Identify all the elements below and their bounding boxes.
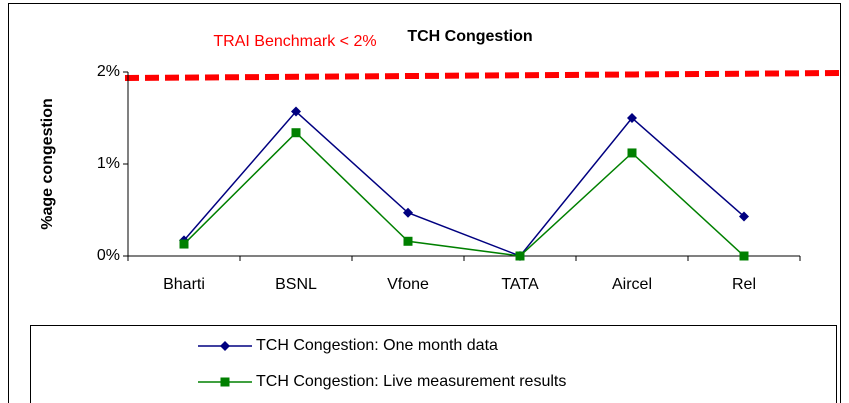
data-point [403,236,413,246]
x-tick-label: BSNL [275,276,317,293]
data-point [627,148,637,158]
legend-marker [220,377,230,387]
legend-marker [220,341,230,351]
data-point [291,106,301,117]
legend-box [30,325,837,403]
legend-label: TCH Congestion: Live measurement results [256,373,566,390]
data-point [291,128,301,138]
legend-label: TCH Congestion: One month data [256,337,498,354]
y-tick-label: 0% [97,247,120,264]
series-line [183,110,745,257]
data-point [515,251,525,261]
x-tick-label: Vfone [387,276,429,293]
data-point [627,113,637,123]
data-point [179,239,189,249]
x-tick-label: Rel [732,276,756,293]
annotation: TRAI Benchmark < 2% [213,33,376,50]
chart-title: TCH Congestion [407,28,532,45]
y-tick-label: 2% [97,63,120,80]
series-line [183,131,745,257]
y-axis-label: %age congestion [39,98,56,230]
x-tick-label: Bharti [163,276,205,293]
data-point [739,211,749,222]
y-tick-label: 1% [97,155,120,172]
data-point [403,207,413,218]
x-tick-label: Aircel [612,276,652,293]
x-tick-label: TATA [501,276,539,293]
benchmark-line [124,70,846,81]
data-point [739,251,749,261]
